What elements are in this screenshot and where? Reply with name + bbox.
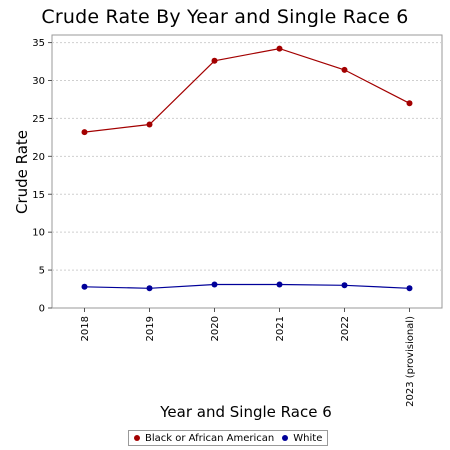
y-tick-label: 0	[39, 304, 45, 315]
x-tick-label: 2019	[145, 316, 156, 341]
y-tick-label: 10	[32, 228, 45, 239]
y-tick-label: 15	[32, 190, 45, 201]
y-tick-label: 5	[39, 266, 45, 277]
grid-lines	[52, 42, 442, 271]
legend-label: Black or African American	[145, 432, 275, 444]
y-tick-label: 35	[32, 38, 45, 49]
legend-marker	[282, 435, 289, 441]
plot-area	[51, 34, 443, 309]
data-point	[146, 121, 153, 128]
data-point	[406, 285, 413, 292]
data-point	[81, 129, 88, 136]
x-tick-label: 2018	[80, 316, 91, 341]
data-point	[341, 282, 348, 289]
series-layer	[81, 45, 413, 292]
series-line	[84, 283, 410, 289]
legend: Black or African American White	[128, 430, 329, 446]
data-point	[341, 66, 348, 73]
x-tick-label: 2021	[275, 316, 286, 341]
data-point	[146, 285, 153, 292]
y-tick-label: 20	[32, 152, 45, 163]
data-point	[211, 281, 218, 288]
x-tick-label: 2020	[210, 316, 221, 341]
x-tick-label: 2022	[340, 316, 351, 341]
x-tick-label: 2023 (provisional)	[405, 316, 416, 407]
chart-title: Crude Rate By Year and Single Race 6	[41, 6, 409, 28]
axes: 0 5 10 15 20 25 30 35 2018 2019 2020 2021 2022 2023 (…	[32, 38, 416, 407]
data-point	[211, 57, 218, 64]
y-axis-title: Crude Rate	[13, 130, 31, 214]
data-point	[276, 45, 283, 52]
legend-item: White	[282, 433, 322, 444]
y-tick-label: 25	[32, 114, 45, 125]
data-point	[406, 100, 413, 107]
data-point	[276, 281, 283, 288]
x-axis-title: Year and Single Race 6	[159, 403, 331, 421]
legend-marker	[134, 435, 140, 441]
data-point	[81, 283, 88, 290]
y-tick-label: 30	[32, 76, 45, 87]
legend-label: White	[293, 432, 323, 444]
series-line	[84, 47, 410, 133]
legend-item: Black or African American	[134, 433, 274, 444]
